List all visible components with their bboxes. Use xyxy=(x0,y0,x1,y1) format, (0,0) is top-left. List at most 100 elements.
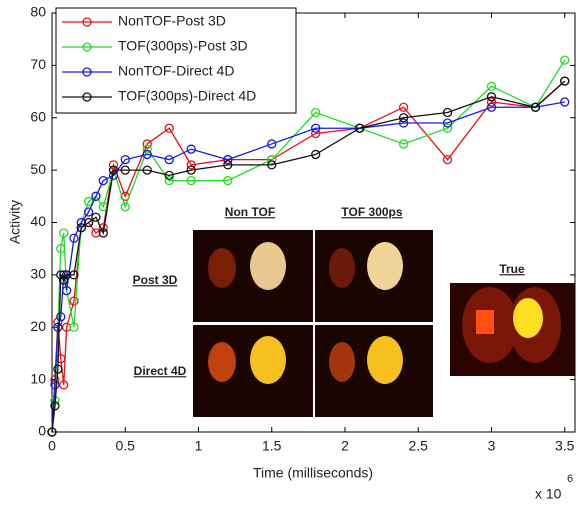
legend-label: TOF(300ps)-Post 3D xyxy=(118,38,248,54)
legend-label: TOF(300ps)-Direct 4D xyxy=(118,88,256,104)
legend-box xyxy=(55,7,297,114)
marker xyxy=(59,380,69,390)
y-tick-label: 0 xyxy=(38,423,46,439)
marker xyxy=(398,113,409,123)
marker xyxy=(56,244,66,254)
marker xyxy=(83,196,94,207)
marker xyxy=(398,118,409,128)
marker xyxy=(560,55,570,65)
image-blob xyxy=(250,336,286,384)
marker xyxy=(311,149,321,160)
legend-marker xyxy=(82,92,92,102)
marker xyxy=(164,175,174,186)
marker xyxy=(69,322,79,332)
x-tick-label: 3.5 xyxy=(555,438,575,454)
y-tick-label: 70 xyxy=(30,56,46,72)
marker xyxy=(53,364,63,374)
marker xyxy=(98,175,108,186)
marker xyxy=(442,118,453,128)
x-scale-power: 6 xyxy=(567,473,573,485)
legend-label: NonTOF-Direct 4D xyxy=(118,63,234,79)
marker xyxy=(560,76,570,86)
marker xyxy=(61,285,72,296)
y-tick-label: 50 xyxy=(30,161,46,177)
marker xyxy=(560,97,570,107)
marker xyxy=(120,165,130,175)
marker xyxy=(530,102,541,112)
col-label: TOF 300ps xyxy=(341,205,402,219)
image-blob xyxy=(208,342,236,382)
marker xyxy=(398,102,409,112)
y-tick-label: 60 xyxy=(30,108,46,124)
image-blob xyxy=(476,310,494,334)
legend-label: NonTOF-Post 3D xyxy=(118,13,226,29)
truth-label: True xyxy=(499,262,525,276)
image-blob xyxy=(329,248,355,288)
marker xyxy=(69,296,79,306)
marker xyxy=(486,102,497,112)
marker xyxy=(311,107,321,118)
image-blob xyxy=(367,336,403,384)
legend-marker xyxy=(82,17,92,27)
marker xyxy=(69,270,79,280)
image-blob xyxy=(367,242,403,290)
marker xyxy=(120,154,130,165)
y-tick-label: 80 xyxy=(30,4,46,20)
x-tick-label: 2.5 xyxy=(409,438,429,454)
marker xyxy=(91,212,101,222)
y-tick-label: 30 xyxy=(30,266,46,282)
x-tick-label: 3 xyxy=(488,438,496,454)
marker xyxy=(164,123,174,133)
marker xyxy=(442,107,453,118)
marker xyxy=(354,123,365,133)
series-line xyxy=(51,59,566,433)
y-tick-label: 40 xyxy=(30,213,46,229)
marker xyxy=(267,139,277,149)
marker xyxy=(83,207,94,217)
marker xyxy=(267,154,277,165)
y-axis-label: Activity xyxy=(7,200,23,244)
marker xyxy=(164,154,174,165)
image-blob xyxy=(329,342,355,382)
marker xyxy=(486,81,497,91)
marker xyxy=(223,154,233,165)
plot-area xyxy=(47,12,575,437)
marker xyxy=(142,139,152,149)
marker xyxy=(486,97,497,107)
marker xyxy=(50,401,60,411)
marker xyxy=(442,123,453,133)
marker xyxy=(59,275,69,285)
inset-images xyxy=(193,230,575,417)
image-blob xyxy=(250,242,286,290)
marker xyxy=(91,228,101,238)
marker xyxy=(50,380,60,390)
marker xyxy=(47,427,57,437)
marker xyxy=(267,160,277,170)
marker xyxy=(311,128,321,139)
x-scale-label: x 10 xyxy=(535,486,562,502)
x-tick-label: 0 xyxy=(48,438,56,454)
x-tick-label: 0.5 xyxy=(116,438,136,454)
marker xyxy=(142,144,152,154)
marker xyxy=(69,233,79,243)
marker xyxy=(98,228,108,238)
marker xyxy=(142,165,152,175)
marker xyxy=(398,139,409,149)
series-line xyxy=(51,80,566,433)
marker xyxy=(59,228,69,238)
marker xyxy=(223,175,233,186)
col-label: Non TOF xyxy=(225,205,275,219)
marker xyxy=(56,270,66,280)
marker xyxy=(186,165,196,175)
image-blob xyxy=(208,248,236,288)
marker xyxy=(83,217,94,228)
marker xyxy=(108,165,119,175)
x-tick-label: 1.5 xyxy=(262,438,282,454)
legend-marker xyxy=(82,42,92,52)
series-line xyxy=(51,80,566,433)
image-blob xyxy=(513,298,543,338)
marker xyxy=(53,322,63,332)
marker xyxy=(56,312,66,322)
marker xyxy=(76,223,86,233)
